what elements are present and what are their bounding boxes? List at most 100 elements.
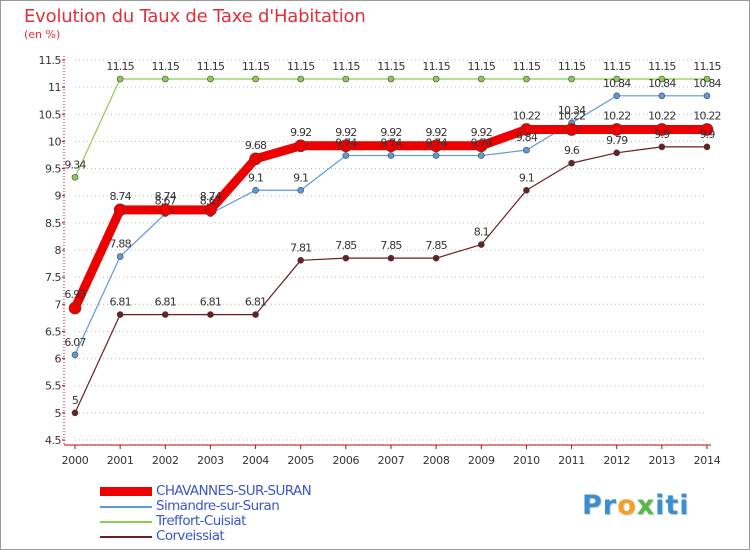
data-label: 8.1 (474, 226, 489, 239)
data-label: 8.74 (109, 190, 131, 203)
data-label: 10.22 (558, 109, 586, 122)
data-label: 10.84 (648, 77, 676, 90)
data-label: 9.92 (425, 126, 446, 139)
data-label: 9.1 (248, 171, 263, 184)
x-tick-label: 2012 (603, 454, 630, 467)
data-label: 9.79 (606, 134, 628, 147)
data-point (249, 152, 262, 166)
data-label: 9.1 (519, 171, 534, 184)
x-tick-label: 2004 (242, 454, 269, 467)
x-tick-label: 2002 (152, 454, 179, 467)
y-tick-label: 11 (48, 81, 61, 94)
data-point (432, 152, 440, 159)
data-label: 9.9 (699, 128, 715, 141)
data-label: 7.85 (380, 239, 402, 252)
y-tick-label: 7.5 (45, 271, 61, 284)
x-tick-label: 2003 (197, 454, 224, 467)
data-point (252, 75, 259, 83)
data-point (432, 254, 440, 262)
data-point (610, 123, 624, 136)
series-lines (68, 75, 714, 417)
data-label: 9.92 (380, 126, 401, 139)
data-point (158, 203, 172, 217)
data-label: 11.15 (287, 60, 315, 73)
data-label: 10.34 (558, 104, 586, 117)
data-point (116, 311, 124, 318)
x-tick-label: 2000 (62, 454, 89, 467)
data-point (116, 253, 124, 260)
data-point (387, 75, 395, 83)
data-point (432, 75, 440, 83)
data-point (477, 75, 485, 83)
y-tick-label: 6 (55, 353, 62, 366)
data-labels: 5 6.81 6.81 6.81 6.81 7.81 7.85 7.85 7.85 8.1 9.1 9… (64, 60, 722, 407)
chart-title: Evolution du Taux de Taxe d'Habitation (24, 6, 366, 27)
data-label: 11.15 (558, 60, 586, 73)
data-point (568, 159, 575, 167)
logo-letter: P (582, 490, 603, 521)
data-point (387, 254, 395, 262)
data-point (252, 186, 259, 194)
data-label: 9.74 (335, 137, 357, 150)
data-label: 6.81 (109, 296, 130, 309)
y-tick-label: 6.5 (45, 325, 61, 338)
data-point (252, 311, 259, 318)
data-label: 6.81 (245, 296, 266, 309)
data-label: 10.84 (603, 77, 631, 90)
data-label: 11.15 (513, 60, 541, 73)
data-label: 8.67 (200, 195, 222, 208)
y-tick-label: 10 (48, 135, 61, 148)
y-tick-label: 4.5 (45, 434, 61, 447)
data-label: 11.15 (693, 60, 721, 73)
data-point (161, 311, 169, 318)
x-tick-label: 2011 (558, 454, 585, 467)
data-label: 10.22 (603, 109, 631, 122)
data-label: 9.6 (564, 144, 580, 157)
data-label: 9.92 (471, 126, 492, 139)
data-label: 9.74 (471, 137, 493, 150)
data-point (387, 152, 395, 159)
data-label: 9.1 (293, 171, 308, 184)
logo-letter: i (679, 490, 690, 521)
data-point (655, 123, 669, 136)
data-label: 11.15 (197, 60, 225, 73)
legend-swatch (100, 505, 152, 508)
data-point (207, 311, 214, 318)
y-tick-label: 5.5 (45, 380, 61, 393)
data-label: 9.9 (654, 128, 670, 141)
legend-item: Treffort-Cuisiat (100, 514, 311, 529)
data-label: 9.92 (335, 126, 356, 139)
legend-swatch (100, 487, 152, 496)
y-tick-label: 10.5 (39, 108, 62, 121)
data-point (658, 75, 666, 83)
y-tick-label: 8.5 (45, 217, 61, 230)
x-tick-label: 2014 (694, 454, 721, 467)
data-point (523, 146, 530, 154)
x-tick-label: 2010 (513, 454, 540, 467)
data-label: 10.22 (513, 109, 541, 122)
data-point (68, 301, 82, 315)
y-tick-label: 9 (55, 190, 62, 203)
data-label: 11.15 (106, 60, 134, 73)
data-point (207, 75, 214, 83)
logo-letter: t (665, 490, 680, 521)
data-label: 9.74 (425, 137, 447, 150)
data-point (523, 186, 530, 194)
data-point (161, 75, 169, 83)
data-label: 9.92 (290, 126, 311, 139)
data-point (658, 92, 666, 100)
data-label: 11.15 (242, 60, 270, 73)
data-point (342, 75, 350, 83)
data-point (700, 123, 714, 136)
data-label: 6.93 (64, 288, 86, 301)
data-point (297, 257, 305, 264)
legend-label: Treffort-Cuisiat (156, 513, 246, 529)
data-label: 8.67 (155, 195, 177, 208)
data-point (477, 241, 485, 248)
y-tick-label: 11.5 (39, 54, 62, 67)
data-label: 9.74 (380, 137, 402, 150)
data-point (297, 75, 305, 83)
data-label: 8.74 (200, 190, 222, 203)
